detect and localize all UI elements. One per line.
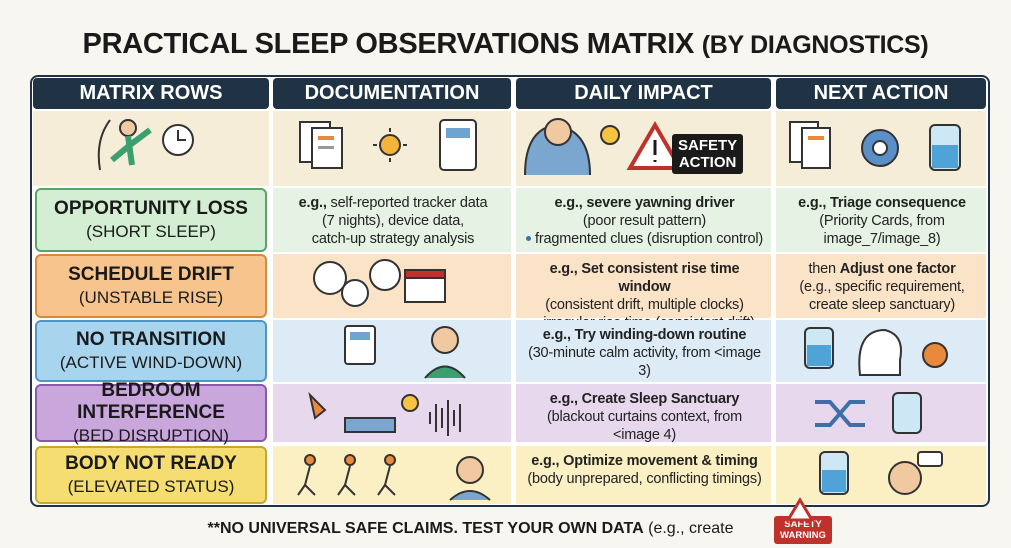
row-label: BODY NOT READY (ELEVATED STATUS) bbox=[35, 446, 267, 504]
title-suffix: (BY DIAGNOSTICS) bbox=[701, 31, 929, 59]
table-cell: e.g., Try winding-down routine (30-minute… bbox=[516, 320, 771, 382]
badge-line: ACTION bbox=[678, 154, 737, 171]
footer: **NO UNIVERSAL SAFE CLAIMS. TEST YOUR OW… bbox=[0, 520, 1011, 538]
cell-bold: e.g., severe yawning driver bbox=[554, 195, 735, 211]
row-label-sub: (UNSTABLE RISE) bbox=[78, 288, 224, 307]
title-main: PRACTICAL SLEEP OBSERVATIONS MATRIX bbox=[82, 28, 695, 60]
cell-line: e.g., Try winding-down routine bbox=[524, 326, 765, 344]
column-header: MATRIX ROWS bbox=[33, 78, 269, 109]
badge-line: SAFETY bbox=[784, 519, 822, 530]
icon-stretch bbox=[97, 119, 194, 171]
table-cell: e.g., severe yawning driver (poor result … bbox=[516, 188, 771, 252]
badge-line: WARNING bbox=[780, 530, 826, 541]
row-label-title: BODY NOT READY bbox=[65, 453, 237, 474]
title: PRACTICAL SLEEP OBSERVATIONS MATRIX (BY … bbox=[0, 28, 1011, 61]
table-cell: e.g., Create Sleep Sanctuary (blackout cu… bbox=[516, 384, 771, 443]
cell-prefix: then bbox=[808, 261, 840, 277]
row-label-title: BEDROOM INTERFERENCE bbox=[77, 380, 225, 423]
icon-winddown bbox=[344, 325, 466, 379]
cell-line: e.g., Create Sleep Sanctuary bbox=[524, 390, 765, 408]
row-label-sub: (ELEVATED STATUS) bbox=[67, 477, 235, 496]
column-header: DOCUMENTATION bbox=[273, 78, 511, 109]
row-label: BEDROOM INTERFERENCE (BED DISRUPTION) bbox=[35, 380, 267, 445]
table-cell: e.g., Triage consequence (Priority Cards,… bbox=[776, 188, 986, 252]
cell-line: create sleep sanctuary) bbox=[808, 297, 956, 313]
icon-runners bbox=[297, 454, 491, 501]
cell-line: (blackout curtains context, from <image … bbox=[546, 409, 743, 443]
cell-text: fragmented clues (disruption control) bbox=[535, 231, 763, 247]
icon-row4-action bbox=[815, 392, 922, 434]
table-cell: e.g., Optimize movement & timing (body un… bbox=[516, 446, 771, 504]
cell-line: e.g., self-reported tracker data bbox=[281, 194, 505, 212]
icon-bedroom bbox=[308, 391, 461, 436]
cell-line: e.g., Triage consequence bbox=[784, 194, 980, 212]
icon-cell bbox=[33, 111, 269, 186]
row-label-title: SCHEDULE DRIFT bbox=[68, 264, 234, 285]
cell-text: self-reported tracker data bbox=[326, 195, 488, 211]
cell-line: then Adjust one factor bbox=[784, 260, 980, 278]
row-label-sub: (ACTIVE WIND-DOWN) bbox=[59, 353, 243, 372]
safety-action-badge: SAFETY ACTION bbox=[672, 134, 744, 174]
row-label-title: NO TRANSITION bbox=[76, 329, 226, 350]
cell-bold: e.g., Optimize movement & timing bbox=[531, 453, 758, 469]
row-label-sub: (BED DISRUPTION) bbox=[73, 426, 229, 445]
cell-bold: Adjust one factor bbox=[839, 261, 956, 277]
footer-bold: **NO UNIVERSAL SAFE CLAIMS. TEST YOUR OW… bbox=[207, 520, 644, 537]
cell-line: (body unprepared, conflicting timings) bbox=[527, 471, 762, 487]
cell-bold: e.g., Try winding-down routine bbox=[542, 327, 747, 343]
table-cell bbox=[776, 384, 986, 442]
cell-line: (e.g., specific requirement, bbox=[799, 279, 965, 295]
cell-line: (consistent drift, multiple clocks) bbox=[545, 297, 744, 313]
cell-line: (7 nights), device data, bbox=[322, 213, 464, 229]
footer-rest: (e.g., create bbox=[643, 520, 734, 537]
cell-bold: e.g., Set consistent rise time window bbox=[549, 261, 740, 295]
icon-next bbox=[789, 121, 961, 171]
table-cell bbox=[273, 320, 511, 382]
icon-row3-action bbox=[804, 327, 948, 376]
row-label-title: OPPORTUNITY LOSS bbox=[54, 198, 248, 219]
cell-line: e.g., Set consistent rise time window bbox=[524, 260, 765, 296]
cell-line: e.g., Optimize movement & timing bbox=[524, 452, 765, 470]
icon-clocks bbox=[313, 259, 446, 307]
badge-line: SAFETY bbox=[678, 137, 738, 154]
icon-docs bbox=[299, 119, 477, 171]
cell-bold: e.g., bbox=[298, 195, 327, 211]
column-header: NEXT ACTION bbox=[776, 78, 986, 109]
table-cell: then Adjust one factor (e.g., specific re… bbox=[776, 254, 986, 318]
row-label: NO TRANSITION (ACTIVE WIND-DOWN) bbox=[35, 320, 267, 382]
row-label: SCHEDULE DRIFT (UNSTABLE RISE) bbox=[35, 254, 267, 318]
cell-line: (30-minute calm activity, from <image 3) bbox=[528, 345, 761, 379]
warning-triangle bbox=[785, 497, 815, 522]
cell-line: (Priority Cards, from bbox=[819, 213, 945, 229]
column-header: DAILY IMPACT bbox=[516, 78, 771, 109]
icon-driver bbox=[524, 118, 684, 176]
cell-line: (poor result pattern) bbox=[582, 213, 707, 229]
icon-row5-action bbox=[819, 451, 943, 495]
cell-line: e.g., severe yawning driver bbox=[524, 194, 765, 212]
cell-bold: e.g., Triage consequence bbox=[798, 195, 966, 211]
cell-bullet: fragmented clues (disruption control) bbox=[524, 230, 765, 248]
table-cell: e.g., Set consistent rise time window (co… bbox=[516, 254, 771, 331]
table-cell: e.g., self-reported tracker data (7 night… bbox=[273, 188, 511, 252]
bullet-dot bbox=[526, 235, 532, 241]
row-label: OPPORTUNITY LOSS (SHORT SLEEP) bbox=[35, 188, 267, 252]
table-cell bbox=[776, 446, 986, 504]
cell-bold: e.g., Create Sleep Sanctuary bbox=[549, 391, 740, 407]
row-label-sub: (SHORT SLEEP) bbox=[86, 222, 216, 241]
cell-line: image_7/image_8) bbox=[823, 231, 941, 247]
cell-line: catch-up strategy analysis bbox=[311, 231, 475, 247]
